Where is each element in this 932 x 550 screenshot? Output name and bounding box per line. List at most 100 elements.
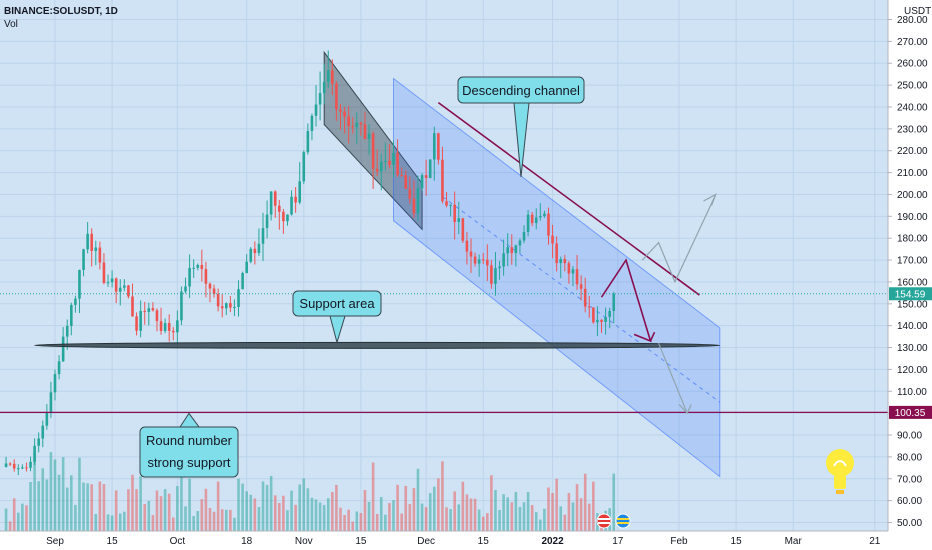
candle-body [351,126,355,128]
volume-indicator-label[interactable]: Vol [4,19,18,30]
candle-body [469,251,473,257]
price-tick-label: 230.00 [897,124,928,135]
candle-body [575,269,579,285]
volume-bar [167,493,171,531]
volume-bar [408,504,412,531]
plot-background [0,0,888,531]
lightbulb-icon [826,449,854,494]
volume-bar [237,478,240,531]
candle-body [212,288,216,294]
time-axis[interactable] [0,531,888,550]
price-tick-label: 240.00 [897,102,928,113]
candle-body [587,306,591,308]
volume-bar [592,481,595,531]
candle-body [151,308,155,311]
volume-bar [241,483,244,531]
candle-body [102,262,106,283]
volume-bar [522,502,526,531]
volume-bar [441,461,444,531]
volume-bar [465,494,469,531]
volume-bar [53,459,57,531]
candle-body [245,261,248,274]
volume-bar [74,504,77,531]
volume-bar [196,511,200,531]
price-tick-label: 90.00 [897,431,922,442]
volume-bar [163,489,167,531]
round-number-price-tag: 100.35 [889,405,932,419]
candle-body [604,316,607,322]
candle-body [408,188,412,199]
us-event-icon [596,513,612,529]
volume-bar [306,488,310,531]
volume-bar [102,484,106,531]
volume-bar [282,495,285,531]
volume-bar [269,475,273,531]
volume-bar [551,493,554,531]
volume-bar [384,514,387,531]
volume-bar [261,481,265,531]
candle-body [155,310,159,322]
volume-bar [176,486,179,531]
volume-bar [82,482,85,531]
price-axis[interactable] [888,0,932,550]
volume-bar [555,478,558,531]
candle-body [481,259,485,261]
volume-bar [494,490,497,531]
volume-bar [257,506,261,531]
volume-bar [355,511,359,531]
candle-body [224,303,228,309]
candle-body [461,218,465,241]
time-axis-ticks: Sep 15 Oct 18 Nov 15 Dec 15 2022 17 Feb 15 Mar 21 [46,536,881,547]
candle-body [371,133,375,169]
volume-bar [49,452,53,531]
candle-body [208,283,212,289]
volume-bar [510,502,514,531]
volume-bar [286,510,289,531]
volume-bar [224,509,228,531]
price-tick-label: 130.00 [897,343,928,354]
volume-bar [579,498,583,531]
bearish-secondary-arrow [658,342,692,415]
candle-body [432,133,436,160]
volume-bar [367,501,371,531]
volume-bar [396,484,399,531]
volume-bar [123,511,126,531]
candle-body [25,467,28,469]
channel-resistance-line [437,101,700,296]
candle-body [539,216,542,218]
candle-body [522,231,526,241]
candle-body [204,269,208,284]
candle-body [359,122,363,125]
candle-body [12,463,16,469]
candle-body [502,253,505,267]
candle-body [428,159,432,178]
candle-body [355,122,359,128]
candle-body [310,115,314,131]
volume-bar [457,504,461,531]
candle-body [98,247,102,263]
volume-bar [180,452,183,531]
symbol-title[interactable]: BINANCE:SOLUSDT, 1D [4,6,118,17]
volume-bar [233,517,236,531]
candle-body [49,392,53,413]
price-tick-label: 140.00 [897,321,928,332]
candle-body [306,130,310,153]
candle-body [53,374,57,393]
volume-bar [339,507,342,531]
volume-bar [25,505,28,531]
candle-body [379,161,383,172]
volume-bar [518,506,522,531]
volume-bar [106,514,110,531]
svg-text:100.35: 100.35 [895,408,926,419]
candle-body [347,116,350,127]
candle-body [282,211,285,222]
candle-body [583,288,587,307]
candle-body [253,248,257,254]
round-number-label-line2: strong support [147,455,230,470]
price-tick-label: 280.00 [897,15,928,26]
candle-body [530,214,534,224]
candle-body [343,111,346,117]
candle-body [163,322,167,331]
volume-bar [420,503,424,531]
